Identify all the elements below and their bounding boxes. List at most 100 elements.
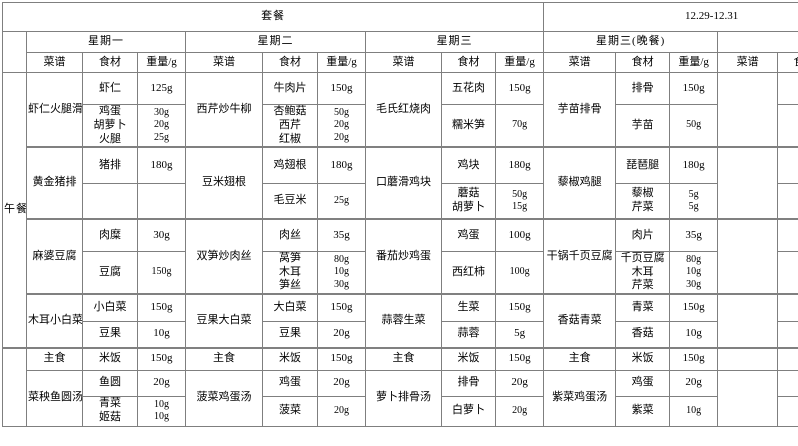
dish-name: 豆果大白菜 bbox=[185, 293, 263, 349]
ingredient-name: 肉丝 bbox=[262, 218, 318, 252]
dish-name: 菜秧鱼圆汤 bbox=[26, 369, 83, 427]
dish-name: 黄金猪排 bbox=[26, 146, 83, 220]
ingredient-name: 千页豆腐 木耳 芹菜 bbox=[615, 250, 671, 295]
ingredient-name: 蒜蓉 bbox=[441, 320, 496, 349]
ingredient-weight: 150g bbox=[494, 72, 545, 105]
corner-cell bbox=[2, 31, 27, 73]
dish-row: 麻婆豆腐 肉糜 30g 双笋炒肉丝 肉丝 35g 番茄炒鸡蛋 鸡蛋 100g 干… bbox=[3, 218, 798, 295]
ingredient-name: 鸡蛋 bbox=[615, 369, 671, 397]
col-head-ingredient-1: 食材 bbox=[82, 52, 138, 73]
ingredient-name: 排骨 bbox=[441, 369, 496, 397]
dish-name: 虾仁火腿滑蛋 bbox=[26, 72, 83, 148]
ingredient-name: 琵琶腿 bbox=[615, 146, 671, 184]
ingredient-name: 猪排 bbox=[82, 146, 138, 184]
ingredient-name bbox=[777, 104, 798, 148]
ingredient-name: 西红柿 bbox=[441, 250, 496, 295]
dish-name: 双笋炒肉丝 bbox=[185, 218, 263, 295]
ingredient-name bbox=[777, 347, 798, 371]
ingredient-weight: 20g bbox=[317, 395, 366, 427]
col-head-recipe-1: 菜谱 bbox=[26, 52, 83, 73]
ingredient-name bbox=[777, 218, 798, 252]
ingredient-name: 小白菜 bbox=[82, 293, 138, 322]
col-head-weight-4: 重量/g bbox=[669, 52, 719, 73]
col-head-ingredient-3: 食材 bbox=[441, 52, 496, 73]
col-head-ingredient-4: 食材 bbox=[615, 52, 671, 73]
ingredient-name: 五花肉 bbox=[441, 72, 496, 105]
ingredient-row: 鸡蛋 胡萝卜 火腿 30g 20g 25g 杏鲍菇 西芹 红椒 50g 20g 20g 糯米笋 … bbox=[3, 104, 798, 148]
ingredient-name: 鸡蛋 胡萝卜 火腿 bbox=[82, 104, 138, 148]
ingredient-name: 排骨 bbox=[615, 72, 671, 105]
date-range: 12.29-12.31 bbox=[543, 2, 798, 32]
ingredient-row: 豆腐 150g 莴笋 木耳 笋丝 80g 10g 30g 西红柿 100g 千页豆腐 木耳… bbox=[3, 250, 798, 295]
col-head-recipe-2: 菜谱 bbox=[185, 52, 263, 73]
day-header-row: 星期一 星期二 星期三 星期三(晚餐) bbox=[2, 31, 798, 73]
dish-name bbox=[717, 369, 779, 427]
dish-name: 木耳小白菜 bbox=[26, 293, 83, 349]
ingredient-name: 肉片 bbox=[615, 218, 671, 252]
ingredient-weight: 20g bbox=[494, 369, 545, 397]
staple-label: 主食 bbox=[185, 347, 263, 371]
ingredient-name: 菠菜 bbox=[262, 395, 318, 427]
dish-name: 芋苗排骨 bbox=[543, 72, 617, 148]
ingredient-name bbox=[777, 320, 798, 349]
ingredient-weight: 50g bbox=[669, 104, 719, 148]
dish-row: 黄金猪排 猪排 180g 豆米翅根 鸡翅根 180g 口蘑滑鸡块 鸡块 180g… bbox=[3, 146, 798, 220]
dish-name bbox=[717, 72, 779, 148]
ingredient-weight: 10g bbox=[669, 395, 719, 427]
ingredient-weight: 150g bbox=[137, 347, 186, 371]
staple-label: 主食 bbox=[26, 347, 83, 371]
col-head-weight-2: 重量/g bbox=[317, 52, 366, 73]
ingredient-weight: 20g bbox=[137, 369, 186, 397]
ingredient-name bbox=[777, 395, 798, 427]
ingredient-weight: 20g bbox=[317, 320, 366, 349]
ingredient-weight: 125g bbox=[137, 72, 186, 105]
ingredient-weight: 150g bbox=[669, 347, 719, 371]
ingredient-weight: 20g bbox=[317, 369, 366, 397]
ingredient-name: 毛豆米 bbox=[262, 182, 318, 220]
dish-name: 麻婆豆腐 bbox=[26, 218, 83, 295]
dish-name: 紫菜鸡蛋汤 bbox=[543, 369, 617, 427]
dish-name: 西芹炒牛柳 bbox=[185, 72, 263, 148]
col-head-ingredient-2: 食材 bbox=[262, 52, 318, 73]
dish-name: 豆米翅根 bbox=[185, 146, 263, 220]
ingredient-weight: 5g bbox=[494, 320, 545, 349]
dish-name: 萝卜排骨汤 bbox=[365, 369, 442, 427]
day-header-5 bbox=[717, 31, 798, 53]
ingredient-name: 肉糜 bbox=[82, 218, 138, 252]
col-head-weight-1: 重量/g bbox=[137, 52, 186, 73]
dish-name: 干锅千页豆腐 bbox=[543, 218, 617, 295]
dish-name: 蒜蓉生菜 bbox=[365, 293, 442, 349]
ingredient-weight: 150g bbox=[137, 250, 186, 295]
dish-name bbox=[717, 218, 779, 295]
ingredient-name: 豆果 bbox=[82, 320, 138, 349]
ingredient-weight: 150g bbox=[494, 293, 545, 322]
ingredient-weight: 30g 20g 25g bbox=[137, 104, 186, 148]
ingredient-weight: 20g bbox=[669, 369, 719, 397]
ingredient-name: 糯米笋 bbox=[441, 104, 496, 148]
meal-label-spacer bbox=[2, 347, 27, 427]
ingredient-name: 大白菜 bbox=[262, 293, 318, 322]
col-head-recipe-5: 菜谱 bbox=[717, 52, 779, 73]
ingredient-weight: 180g bbox=[494, 146, 545, 184]
staple-label bbox=[717, 347, 779, 371]
ingredient-weight: 50g 15g bbox=[494, 182, 545, 220]
ingredient-name: 藜椒 芹菜 bbox=[615, 182, 671, 220]
ingredient-name: 青菜 bbox=[615, 293, 671, 322]
dish-name: 香菇青菜 bbox=[543, 293, 617, 349]
ingredient-name: 芋苗 bbox=[615, 104, 671, 148]
weekly-menu-table: 套餐 12.29-12.31 星期一 星期二 星期三 星期三(晚餐) 菜谱 食材… bbox=[1, 2, 798, 427]
ingredient-name: 鸡蛋 bbox=[262, 369, 318, 397]
day-header-3: 星期三 bbox=[364, 31, 545, 53]
ingredient-weight: 150g bbox=[317, 72, 366, 105]
ingredient-name: 鸡翅根 bbox=[262, 146, 318, 184]
ingredient-weight: 35g bbox=[669, 218, 719, 252]
staple-row: 主食 米饭 150g 主食 米饭 150g 主食 米饭 150g 主食 米饭 1… bbox=[2, 347, 798, 427]
ingredient-weight: 20g bbox=[494, 395, 545, 427]
ingredient-weight: 100g bbox=[494, 218, 545, 252]
ingredient-name bbox=[82, 182, 138, 220]
ingredient-weight: 5g 5g bbox=[669, 182, 719, 220]
dish-name: 毛氏红烧肉 bbox=[365, 72, 442, 148]
title-row: 套餐 12.29-12.31 bbox=[1, 2, 798, 32]
ingredient-name: 米饭 bbox=[615, 347, 671, 371]
